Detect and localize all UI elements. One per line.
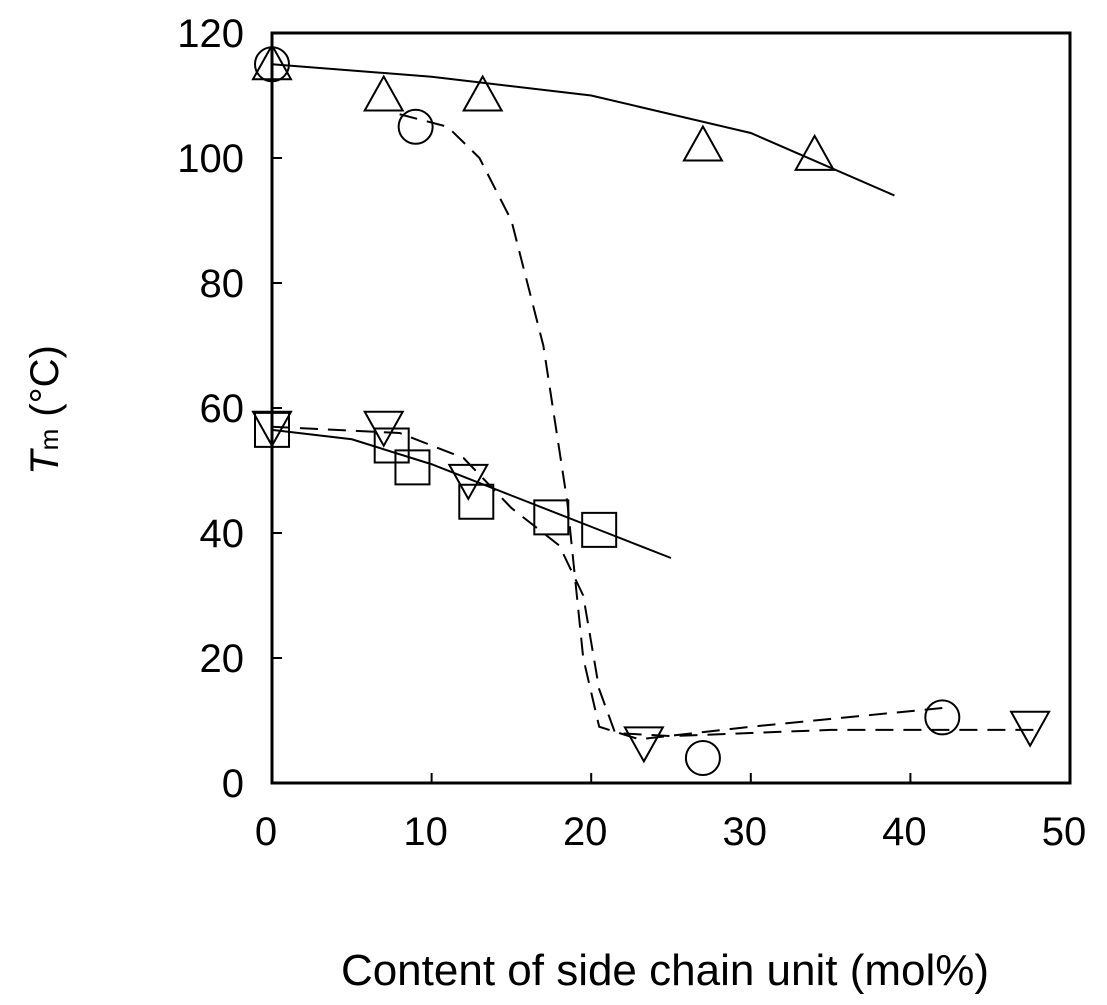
y-tick-label: 80 <box>200 262 245 306</box>
marker <box>461 74 504 112</box>
marker <box>623 726 665 764</box>
x-tick-label: 30 <box>723 810 768 854</box>
marker <box>581 511 618 548</box>
marker <box>251 410 293 448</box>
marker <box>363 74 405 112</box>
x-tick-label: 50 <box>1042 810 1087 854</box>
fit-line <box>271 63 895 197</box>
marker <box>394 449 431 486</box>
marker <box>373 427 410 464</box>
y-label-unit: (°C) <box>23 345 67 417</box>
y-tick-label: 100 <box>177 137 244 181</box>
marker <box>533 499 570 536</box>
y-tick-label: 120 <box>177 12 244 56</box>
x-tick-label: 10 <box>403 810 448 854</box>
marker <box>447 463 490 501</box>
y-tick-label: 40 <box>200 512 245 556</box>
marker <box>924 699 961 736</box>
marker <box>684 740 721 776</box>
y-tick-label: 0 <box>222 762 244 806</box>
marker <box>793 133 836 171</box>
y-label-main: T <box>23 448 67 475</box>
marker <box>363 410 405 448</box>
fit-line <box>399 113 943 741</box>
marker <box>254 46 290 83</box>
x-tick-label: 0 <box>255 810 277 854</box>
y-tick-label: 20 <box>200 637 245 681</box>
x-axis-label: Content of side chain unit (mol%) <box>341 946 989 995</box>
marker <box>397 108 434 145</box>
fit-line <box>271 428 672 559</box>
marker <box>682 124 724 162</box>
marker <box>251 43 293 81</box>
x-tick-label: 20 <box>563 810 608 854</box>
y-label-sub: m <box>34 429 64 451</box>
plot-frame <box>270 31 1072 785</box>
y-axis-label: Tm (°C) <box>23 345 67 475</box>
y-tick-label: 60 <box>200 387 245 431</box>
marker <box>1009 710 1051 748</box>
x-tick-label: 40 <box>882 810 927 854</box>
fit-line <box>271 425 1039 738</box>
